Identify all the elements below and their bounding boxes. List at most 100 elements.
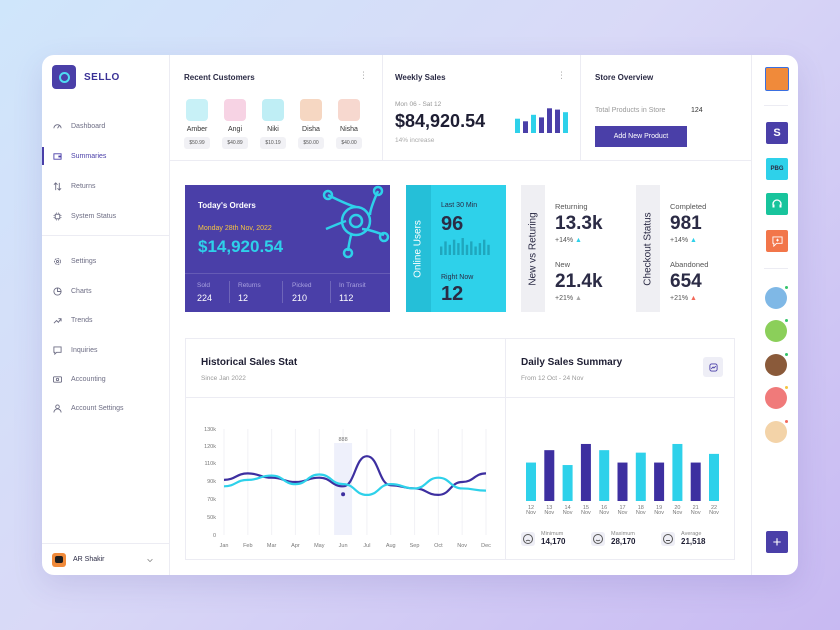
abandoned-label: Abandoned (670, 260, 709, 269)
logo-icon (52, 65, 76, 89)
customer-item[interactable]: Nisha $40.00 (336, 99, 362, 149)
daily-bar (544, 450, 555, 501)
sidebar-item-account-settings[interactable]: Account Settings (42, 397, 170, 419)
new-change: +21% ▲ (555, 295, 582, 302)
card-title: Daily Sales Summary (521, 357, 623, 368)
customer-item[interactable]: Amber $50.99 (184, 99, 210, 149)
abandoned-value: 654 (670, 271, 702, 292)
weekly-bar (547, 108, 552, 133)
x-tick-label: 16 (601, 505, 607, 511)
online-bar (465, 244, 469, 255)
vertical-label-strip (521, 185, 545, 312)
online-bar (444, 241, 447, 255)
add-button[interactable]: + (766, 531, 788, 553)
online-bar (487, 244, 490, 255)
sidebar: SELLO Dashboard Summaries Returns System… (42, 55, 170, 575)
profile-avatar[interactable] (765, 67, 789, 91)
customer-item[interactable]: Niki $10.19 (260, 99, 286, 149)
x-sub-label: Nov (581, 510, 591, 516)
online-users-card: Online Users Last 30 Min 96 Right Now 12 (406, 185, 506, 312)
series-line (223, 473, 487, 497)
new-vs-returning-card: New vs Returing Returning 13.3k +14% ▲ N… (521, 185, 621, 312)
recent-customers-card: Recent Customers ⋮ Amber $50.99 Angi $40.8… (170, 55, 383, 161)
app-s-button[interactable]: S (766, 122, 788, 144)
series-line (223, 455, 487, 497)
customer-amount: $40.00 (336, 137, 362, 149)
customer-item[interactable]: Disha $50.00 (298, 99, 324, 149)
daily-bar (672, 443, 683, 501)
weekly-bar (531, 114, 536, 133)
chevron-down-icon (147, 558, 153, 562)
vertical-label: Checkout Status (642, 212, 654, 286)
weekly-mini-chart (515, 108, 568, 133)
x-tick-label: 22 (711, 505, 717, 511)
sidebar-item-system-status[interactable]: System Status (42, 205, 170, 227)
smile-face-icon (591, 531, 605, 546)
sidebar-item-accounting[interactable]: Accounting (42, 368, 170, 390)
store-overview-card: Store Overview Total Products in Store 1… (581, 55, 751, 161)
more-icon[interactable]: ⋮ (557, 70, 566, 80)
online-bar (448, 244, 451, 255)
avatar (186, 99, 208, 121)
support-button[interactable] (766, 193, 788, 215)
sidebar-item-charts[interactable]: Charts (42, 280, 170, 302)
avatar (262, 99, 284, 121)
card-title: Store Overview (595, 73, 654, 82)
contact-avatar[interactable] (765, 354, 787, 376)
stat-label: Sold (197, 282, 211, 289)
tooltip-label: 888 (338, 437, 347, 443)
new-label: New (555, 260, 571, 269)
vertical-label: Online Users (412, 220, 424, 278)
sidebar-item-inquiries[interactable]: Inquiries (42, 339, 170, 361)
swap-arrows-icon (53, 181, 62, 191)
contact-avatar[interactable] (765, 387, 787, 409)
sad-face-icon (521, 531, 535, 546)
app-pbg-button[interactable]: PBG (766, 158, 788, 180)
online-bar (470, 241, 473, 255)
last-value: 96 (441, 213, 464, 235)
customer-item[interactable]: Angi $40.89 (222, 99, 248, 149)
average-stat: Average 21,518 (661, 531, 705, 546)
user-menu[interactable]: AR Shakir (42, 543, 170, 575)
card-title: Today's Orders (198, 201, 256, 210)
more-icon[interactable]: ⋮ (359, 70, 368, 80)
x-tick-label: 14 (565, 505, 571, 511)
x-sub-label: Nov (526, 510, 536, 516)
contact-avatar[interactable] (765, 320, 787, 342)
data-point (341, 492, 346, 497)
online-bar (483, 239, 486, 255)
contact-avatar[interactable] (765, 421, 787, 443)
sidebar-item-returns[interactable]: Returns (42, 175, 170, 197)
date-range: Mon 06 - Sat 12 (395, 101, 442, 108)
now-label: Right Now (441, 274, 474, 281)
trend-up-icon (53, 317, 62, 324)
vertical-label-strip (406, 185, 431, 312)
completed-value: 981 (670, 213, 702, 234)
add-product-button[interactable]: Add New Product (595, 126, 687, 147)
divider (282, 281, 283, 303)
brand[interactable]: SELLO (52, 65, 120, 89)
chart-type-button[interactable] (703, 357, 723, 377)
order-date: Monday 28th Nov, 2022 (198, 225, 272, 232)
neutral-face-icon (661, 531, 675, 546)
stat-label: Picked (292, 282, 312, 289)
add-message-button[interactable] (766, 230, 788, 252)
sidebar-item-settings[interactable]: Settings (42, 250, 170, 272)
sidebar-item-label: Summaries (71, 152, 107, 160)
checkout-status-card: Checkout Status Completed 981 +14% ▲ Aba… (636, 185, 736, 312)
sidebar-item-trends[interactable]: Trends (42, 309, 170, 331)
sidebar-item-label: Dashboard (71, 122, 106, 130)
sidebar-item-label: Account Settings (71, 404, 124, 412)
y-tick-label: 110k (204, 461, 216, 467)
sidebar-item-dashboard[interactable]: Dashboard (42, 115, 170, 137)
user-icon (53, 403, 62, 413)
contact-avatar[interactable] (765, 287, 787, 309)
status-dot (784, 285, 789, 290)
x-tick-label: Mar (267, 543, 277, 549)
sidebar-divider (42, 235, 170, 236)
online-bar (457, 243, 460, 255)
x-tick-label: 13 (546, 505, 552, 511)
abandoned-change: +21% ▲ (670, 295, 697, 302)
sidebar-item-summaries[interactable]: Summaries (42, 145, 170, 167)
avatar (52, 552, 66, 567)
